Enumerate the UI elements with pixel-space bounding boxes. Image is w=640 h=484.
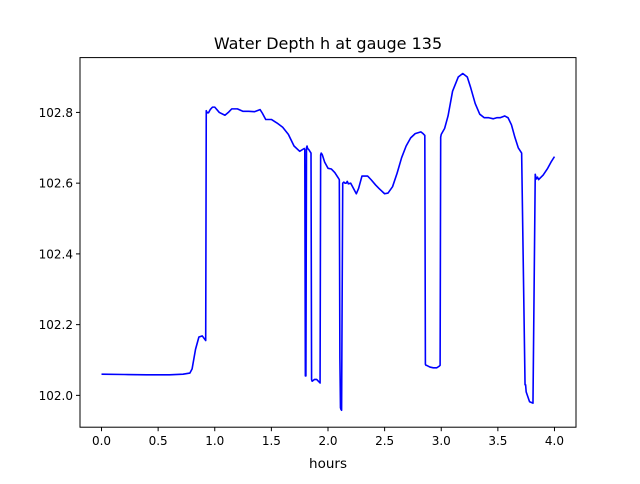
y-tick-label: 102.0 <box>39 389 73 403</box>
y-tick-label: 102.4 <box>39 247 73 261</box>
x-tick-label: 1.5 <box>262 434 281 448</box>
x-tick-label: 3.5 <box>488 434 507 448</box>
plot-area <box>101 72 556 412</box>
x-axis: 0.0 0.5 1.0 1.5 2.0 2.5 3.0 3.5 4.0 <box>92 427 564 448</box>
x-tick-label: 0.0 <box>92 434 111 448</box>
y-tick-label: 102.8 <box>39 106 73 120</box>
x-tick-label: 2.5 <box>375 434 394 448</box>
chart-title: Water Depth h at gauge 135 <box>214 34 442 53</box>
x-tick-label: 2.0 <box>318 434 337 448</box>
x-tick-label: 0.5 <box>149 434 168 448</box>
x-tick-label: 1.0 <box>205 434 224 448</box>
series-line-0 <box>101 72 556 412</box>
axes-frame <box>79 57 577 428</box>
y-tick-label: 102.6 <box>39 177 73 191</box>
x-tick-label: 4.0 <box>545 434 564 448</box>
y-tick-label: 102.2 <box>39 318 73 332</box>
x-tick-label: 3.0 <box>432 434 451 448</box>
x-axis-label: hours <box>309 456 347 472</box>
y-axis: 102.0 102.2 102.4 102.6 102.8 <box>39 106 80 403</box>
